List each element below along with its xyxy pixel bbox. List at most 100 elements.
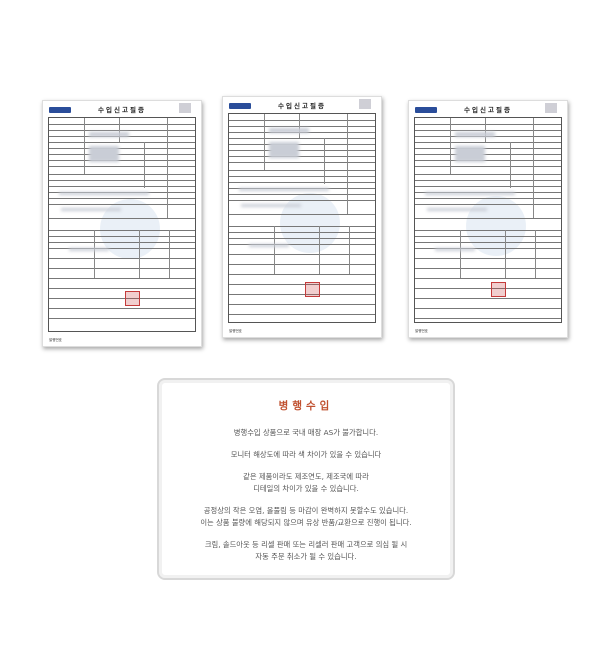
document-title: 수입신고필증 <box>98 106 146 114</box>
form-row-line <box>229 194 375 195</box>
form-column-line <box>347 114 348 214</box>
notice-paragraph: 같은 제품이라도 제조연도, 제조국에 따라 디테일의 차이가 있을 수 있습니다… <box>159 471 453 495</box>
notice-paragraph: 병행수입 상품으로 국내 매장 AS가 불가합니다. <box>159 427 453 439</box>
form-row-line <box>49 124 195 125</box>
form-column-line <box>535 230 536 278</box>
form-row-line <box>415 166 561 167</box>
notice-line: 같은 제품이라도 제조연도, 제조국에 따라 <box>243 472 369 481</box>
document-title: 수입신고필증 <box>278 102 326 110</box>
barcode-stamp <box>545 103 557 113</box>
document-footer: 발행번호 <box>229 329 242 333</box>
redacted-field <box>435 248 475 251</box>
form-row-line <box>415 248 561 249</box>
notice-line: 자동 주문 취소가 될 수 있습니다. <box>255 552 357 561</box>
redacted-field <box>269 128 309 133</box>
redacted-field <box>69 248 109 251</box>
form-row-line <box>415 236 561 237</box>
form-row-line <box>415 268 561 269</box>
form-column-line <box>84 118 85 174</box>
notice-paragraph: 모니터 해상도에 따라 색 차이가 있을 수 있습니다 <box>159 449 453 461</box>
redacted-field <box>89 132 129 137</box>
official-seal <box>124 291 140 306</box>
form-column-line <box>510 142 511 188</box>
form-row-line <box>229 264 375 265</box>
form-row-line <box>415 198 561 199</box>
redacted-field <box>425 192 515 195</box>
form-row-line <box>229 304 375 305</box>
form-row-line <box>415 218 561 219</box>
form-row-line <box>415 124 561 125</box>
form-row-line <box>229 138 375 139</box>
document-footer: 발행번호 <box>415 329 428 333</box>
notice-line: 모니터 해상도에 따라 색 차이가 있을 수 있습니다 <box>230 450 382 459</box>
redacted-field <box>61 208 121 211</box>
form-row-line <box>229 314 375 315</box>
form-row-line <box>49 142 195 143</box>
form-row-line <box>229 182 375 183</box>
form-column-line <box>324 138 325 184</box>
parallel-import-notice: 병행수입 병행수입 상품으로 국내 매장 AS가 불가합니다. 모니터 해상도에 … <box>157 378 455 580</box>
form-row-line <box>415 308 561 309</box>
form-row-line <box>415 288 561 289</box>
barcode-stamp <box>179 103 191 113</box>
customs-watermark <box>280 193 341 254</box>
redacted-field <box>455 146 485 162</box>
notice-title: 병행수입 <box>278 400 334 412</box>
notice-paragraph: 공정상의 작은 오염, 올풀림 등 마감이 완벽하지 못할수도 있습니다. 이는 … <box>159 505 453 529</box>
customs-logo <box>49 107 71 113</box>
form-column-line <box>460 230 461 278</box>
form-row-line <box>229 170 375 171</box>
form-row-line <box>415 148 561 149</box>
form-column-line <box>94 230 95 278</box>
form-row-line <box>229 176 375 177</box>
form-column-line <box>349 226 350 274</box>
form-column-line <box>450 118 451 174</box>
form-row-line <box>49 130 195 131</box>
form-row-line <box>229 126 375 127</box>
form-row-line <box>415 130 561 131</box>
document-footer: 발행번호 <box>49 338 62 342</box>
form-column-line <box>144 142 145 188</box>
form-row-line <box>49 160 195 161</box>
form-row-line <box>415 142 561 143</box>
form-row-line <box>49 248 195 249</box>
form-row-line <box>415 154 561 155</box>
form-row-line <box>49 318 195 319</box>
notice-line: 공정상의 작은 오염, 올풀림 등 마감이 완벽하지 못할수도 있습니다. <box>203 506 409 515</box>
form-row-line <box>415 230 561 231</box>
redacted-field <box>239 188 329 191</box>
notice-line: 이는 상품 불량에 해당되지 않으며 유상 반품/교환으로 진행이 됩니다. <box>200 518 412 527</box>
form-row-line <box>229 162 375 163</box>
form-row-line <box>229 254 375 255</box>
form-row-line <box>49 278 195 279</box>
form-column-line <box>319 226 320 274</box>
form-column-line <box>505 230 506 278</box>
redacted-field <box>241 204 301 207</box>
form-row-line <box>415 180 561 181</box>
form-row-line <box>415 278 561 279</box>
notice-line: 크림, 솔드아웃 등 리셀 판매 또는 리셀러 판매 고객으로 의심 될 시 <box>204 540 408 549</box>
customs-logo <box>415 107 437 113</box>
form-row-line <box>49 218 195 219</box>
form-row-line <box>229 214 375 215</box>
customs-logo <box>229 103 251 109</box>
form-row-line <box>49 288 195 289</box>
customs-watermark <box>466 195 527 256</box>
form-row-line <box>229 150 375 151</box>
form-grid <box>228 113 376 323</box>
form-row-line <box>49 166 195 167</box>
form-row-line <box>229 238 375 239</box>
form-row-line <box>49 230 195 231</box>
form-row-line <box>415 298 561 299</box>
redacted-field <box>455 132 495 137</box>
form-grid <box>414 117 562 323</box>
form-row-line <box>49 148 195 149</box>
form-column-line <box>167 118 168 218</box>
form-row-line <box>415 186 561 187</box>
form-row-line <box>415 258 561 259</box>
redacted-field <box>269 142 299 158</box>
form-row-line <box>415 160 561 161</box>
import-declaration-document: 수입신고필증 발행번호 <box>408 100 568 338</box>
form-row-line <box>49 186 195 187</box>
